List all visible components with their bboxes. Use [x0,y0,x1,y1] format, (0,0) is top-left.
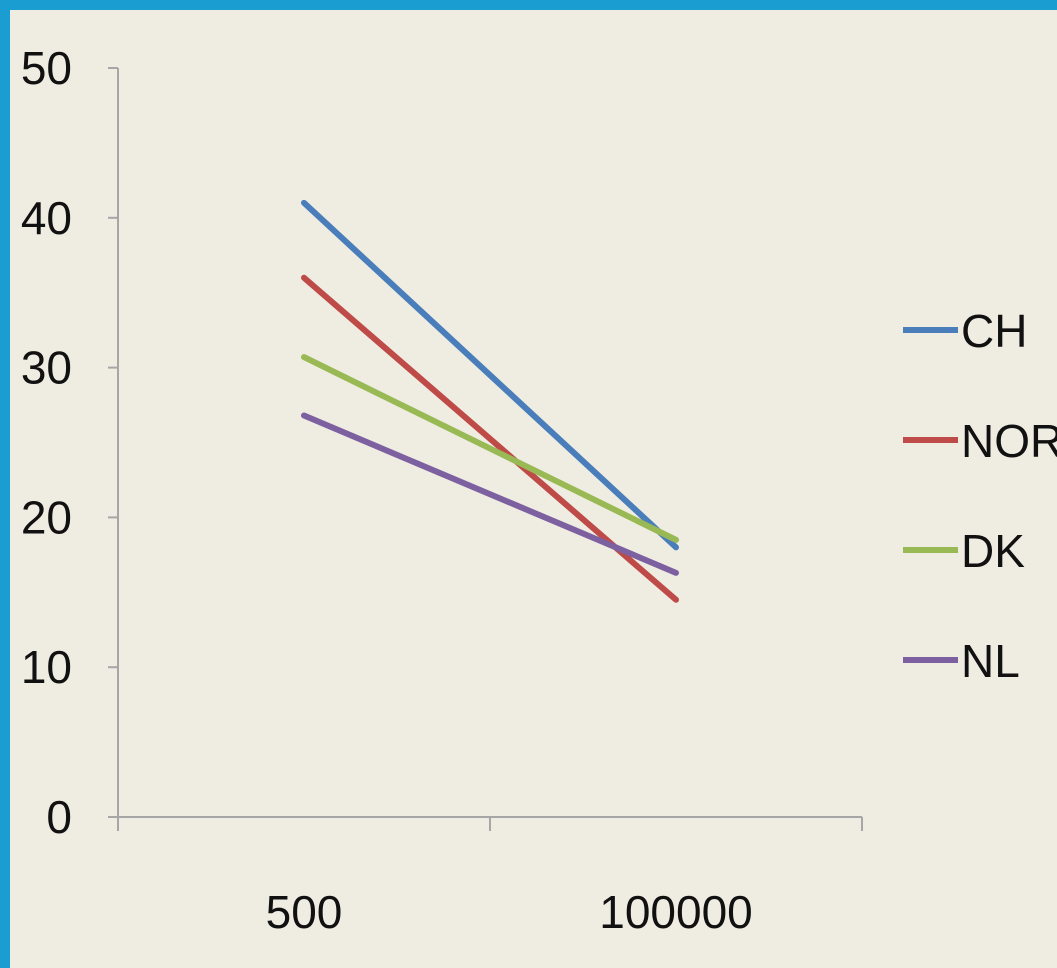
legend-label-nl: NL [961,635,1020,687]
y-tick-label: 10 [21,641,72,693]
line-chart: 0 10 20 30 40 50 500 100000 CH NOR DK NL [21,42,1057,938]
series-line-dk [301,354,679,543]
y-tick-label: 50 [21,42,72,94]
chart-frame: 0 10 20 30 40 50 500 100000 CH NOR DK NL [10,10,1057,968]
legend-label-nor: NOR [961,415,1057,467]
series-lines [301,199,679,603]
y-tick-label: 40 [21,192,72,244]
y-tick-label: 20 [21,491,72,543]
legend: CH NOR DK NL [903,305,1057,687]
y-axis-tick-labels: 0 10 20 30 40 50 [21,42,72,843]
chart-axes [108,67,863,831]
series-line-nl [301,412,679,576]
x-axis-tick-labels: 500 100000 [266,886,753,938]
y-tick-label: 30 [21,342,72,394]
x-tick-label: 100000 [599,886,753,938]
legend-label-dk: DK [961,525,1025,577]
x-tick-label: 500 [266,886,343,938]
legend-label-ch: CH [961,305,1027,357]
series-line-ch [301,199,679,551]
y-tick-label: 0 [46,791,72,843]
